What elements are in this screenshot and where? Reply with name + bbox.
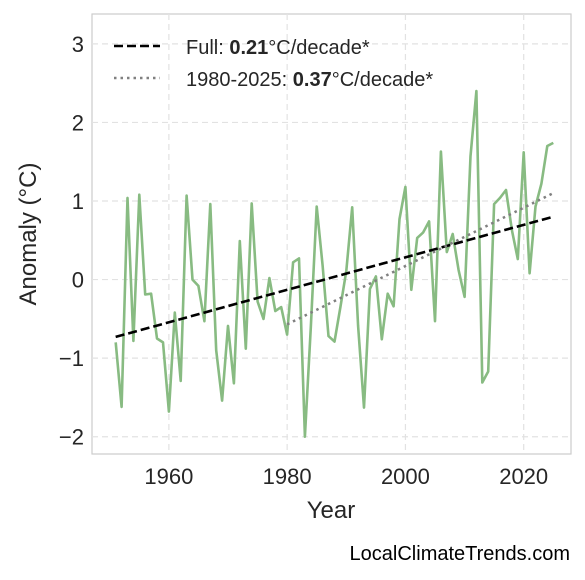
trend-line-1980-2025: [286, 191, 554, 326]
tick-labels: 1960 1980 2000 2020 −2 −1 0 1 2 3: [59, 32, 548, 489]
x-tick-label: 2020: [499, 464, 548, 489]
x-tick-label: 1960: [144, 464, 193, 489]
trend-line-full: [115, 215, 554, 339]
legend: Full: 0.21°C/decade* 1980-2025: 0.37°C/d…: [114, 37, 433, 91]
trend-layer: [115, 191, 554, 339]
x-axis-title: Year: [307, 497, 356, 524]
y-tick-label: 1: [72, 189, 84, 214]
y-tick-label: −1: [59, 346, 84, 371]
series-layer: [114, 89, 554, 439]
x-tick-label: 2000: [381, 464, 430, 489]
y-tick-label: 0: [72, 268, 84, 293]
credit-text: LocalClimateTrends.com: [350, 543, 570, 565]
legend-label-full: Full: 0.21°C/decade*: [186, 37, 370, 59]
y-axis-title: Anomaly (°C): [15, 163, 42, 306]
y-tick-label: 2: [72, 110, 84, 135]
series-line: [114, 89, 554, 439]
y-tick-label: −2: [59, 425, 84, 450]
x-tick-label: 1980: [263, 464, 312, 489]
legend-label-1980-2025: 1980-2025: 0.37°C/decade*: [186, 69, 433, 91]
grid: [92, 14, 571, 454]
y-tick-label: 3: [72, 32, 84, 57]
